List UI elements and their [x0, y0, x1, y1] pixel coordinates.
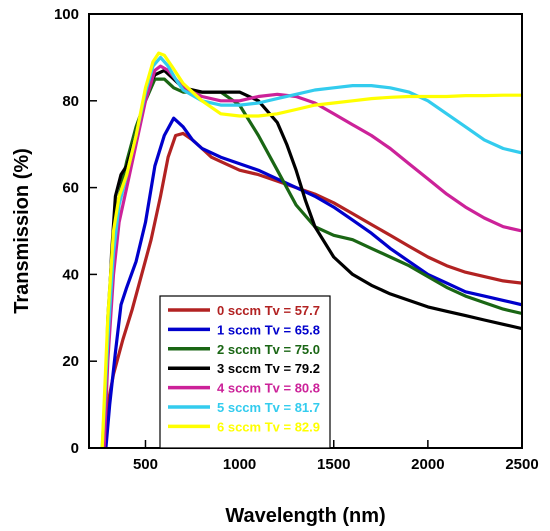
- legend-label: 1 sccm Tv = 65.8: [217, 322, 320, 337]
- series-line-4: [102, 64, 522, 448]
- y-tick-label: 0: [71, 440, 79, 457]
- y-tick-label: 80: [62, 93, 79, 110]
- ticks-layer: 500 1000 1500 2000 2500 0 20 40 60 80 100: [54, 6, 539, 473]
- x-tick-label: 2000: [411, 456, 444, 473]
- x-tick-label: 500: [133, 456, 158, 473]
- y-tick-label: 20: [62, 353, 79, 370]
- y-tick-label: 60: [62, 180, 79, 197]
- legend-label: 5 sccm Tv = 81.7: [217, 400, 320, 415]
- x-tick-label: 1000: [223, 456, 256, 473]
- legend-label: 2 sccm Tv = 75.0: [217, 342, 320, 357]
- x-tick-label: 2500: [505, 456, 538, 473]
- y-tick-label: 100: [54, 6, 79, 23]
- legend-label: 3 sccm Tv = 79.2: [217, 361, 320, 376]
- series-line-6: [100, 51, 522, 448]
- x-tick-label: 1500: [317, 456, 350, 473]
- legend-label: 0 sccm Tv = 57.7: [217, 303, 320, 318]
- series-line-2: [102, 77, 522, 448]
- y-axis-title: Transmission (%): [11, 148, 33, 314]
- legend-box: [159, 295, 331, 449]
- x-axis-title: Wavelength (nm): [225, 505, 385, 527]
- series-line-1: [104, 116, 522, 448]
- series-line-3: [102, 68, 522, 448]
- y-tick-label: 40: [62, 266, 79, 283]
- series-line-0: [100, 131, 522, 448]
- legend: 0 sccm Tv = 57.7 1 sccm Tv = 65.8 2 sccm T…: [159, 295, 331, 449]
- legend-label: 4 sccm Tv = 80.8: [217, 381, 320, 396]
- series-layer: [100, 51, 522, 448]
- legend-label: 6 sccm Tv = 82.9: [217, 419, 320, 434]
